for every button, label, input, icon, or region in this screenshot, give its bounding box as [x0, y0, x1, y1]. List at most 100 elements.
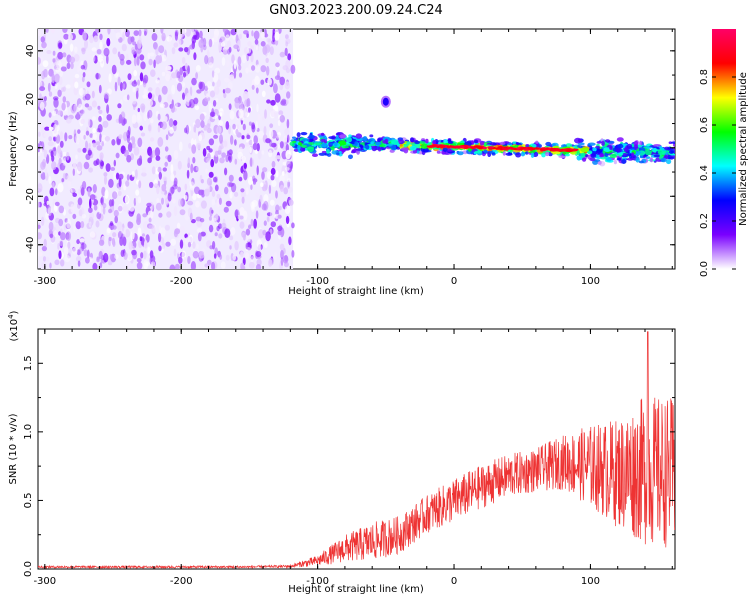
- noise-speckle: [177, 160, 182, 170]
- noise-speckle: [172, 198, 176, 204]
- noise-speckle: [175, 102, 178, 109]
- signal-speckle: [558, 155, 567, 158]
- noise-speckle: [177, 74, 184, 83]
- noise-speckle: [160, 227, 166, 237]
- noise-speckle: [227, 81, 233, 90]
- noise-speckle: [184, 127, 188, 134]
- noise-speckle: [122, 81, 127, 90]
- noise-speckle: [73, 86, 79, 96]
- noise-speckle: [124, 195, 130, 205]
- noise-speckle: [182, 82, 186, 88]
- noise-speckle: [241, 196, 245, 204]
- x-tick-label: -100: [306, 576, 329, 587]
- noise-speckle: [229, 218, 236, 228]
- noise-speckle: [48, 176, 52, 184]
- noise-speckle: [66, 234, 70, 240]
- noise-speckle: [206, 127, 212, 134]
- noise-speckle: [131, 229, 135, 240]
- noise-speckle: [106, 227, 111, 234]
- signal-speckle: [346, 137, 352, 143]
- signal-speckle: [635, 151, 642, 154]
- noise-speckle: [114, 72, 118, 78]
- noise-speckle: [196, 142, 201, 150]
- noise-speckle: [268, 149, 273, 158]
- noise-speckle: [70, 203, 75, 213]
- noise-speckle: [172, 184, 178, 190]
- signal-speckle: [382, 140, 388, 144]
- noise-speckle: [182, 164, 187, 171]
- snr-y-tick-label: 1.5: [23, 355, 34, 371]
- noise-speckle: [87, 187, 91, 197]
- noise-speckle: [165, 73, 171, 82]
- noise-speckle: [195, 200, 200, 208]
- noise-speckle: [38, 201, 40, 208]
- noise-speckle: [229, 235, 234, 241]
- noise-speckle: [160, 29, 164, 34]
- noise-speckle: [185, 29, 191, 37]
- noise-speckle: [91, 100, 97, 108]
- noise-speckle: [103, 47, 110, 57]
- noise-speckle: [242, 108, 248, 118]
- noise-speckle: [47, 82, 51, 92]
- noise-speckle: [196, 89, 202, 94]
- noise-speckle: [123, 252, 128, 260]
- noise-speckle: [131, 114, 137, 124]
- noise-speckle: [96, 128, 101, 133]
- signal-speckle: [525, 144, 530, 148]
- noise-speckle: [281, 98, 287, 105]
- noise-speckle: [193, 31, 196, 36]
- colorbar-gradient: [712, 29, 736, 269]
- noise-speckle: [53, 230, 58, 238]
- signal-speckle: [391, 140, 399, 146]
- noise-speckle: [167, 94, 173, 103]
- signal-speckle: [631, 152, 635, 157]
- noise-speckle: [49, 233, 54, 239]
- noise-speckle: [55, 188, 58, 196]
- noise-speckle: [220, 41, 226, 47]
- signal-core: [446, 145, 452, 149]
- noise-speckle: [249, 128, 253, 138]
- noise-speckle: [216, 126, 222, 135]
- noise-speckle: [287, 186, 293, 193]
- snr-x-label: Height of straight line (km): [288, 584, 424, 595]
- signal-speckle: [590, 153, 597, 158]
- noise-speckle: [38, 168, 44, 175]
- noise-speckle: [111, 237, 116, 246]
- signal-speckle: [348, 154, 353, 160]
- noise-speckle: [147, 99, 154, 107]
- noise-speckle: [84, 39, 88, 49]
- signal-speckle: [457, 151, 464, 156]
- noise-speckle: [187, 157, 191, 167]
- noise-speckle: [258, 130, 264, 139]
- noise-speckle: [195, 118, 201, 129]
- noise-speckle: [178, 256, 183, 264]
- noise-speckle: [260, 41, 266, 47]
- noise-speckle: [132, 41, 137, 46]
- noise-speckle: [53, 97, 59, 108]
- noise-speckle: [209, 111, 216, 117]
- signal-core: [502, 147, 508, 151]
- noise-speckle: [286, 91, 291, 99]
- noise-speckle: [150, 118, 154, 124]
- noise-speckle: [38, 57, 41, 65]
- signal-speckle: [390, 144, 397, 151]
- noise-speckle: [79, 130, 86, 141]
- noise-speckle: [208, 138, 215, 146]
- noise-speckle: [247, 41, 252, 47]
- noise-speckle: [70, 104, 77, 114]
- noise-speckle: [286, 118, 290, 129]
- noise-speckle: [225, 154, 229, 163]
- noise-speckle: [184, 47, 189, 53]
- noise-speckle: [257, 244, 262, 252]
- noise-speckle: [143, 74, 149, 84]
- noise-speckle: [133, 69, 138, 77]
- noise-speckle: [268, 259, 273, 267]
- noise-speckle: [277, 143, 281, 149]
- noise-speckle: [251, 30, 254, 37]
- noise-speckle: [233, 196, 239, 202]
- noise-speckle: [202, 148, 207, 157]
- noise-speckle: [148, 224, 155, 229]
- noise-speckle: [158, 94, 162, 103]
- noise-speckle: [234, 191, 239, 198]
- noise-speckle: [133, 146, 140, 156]
